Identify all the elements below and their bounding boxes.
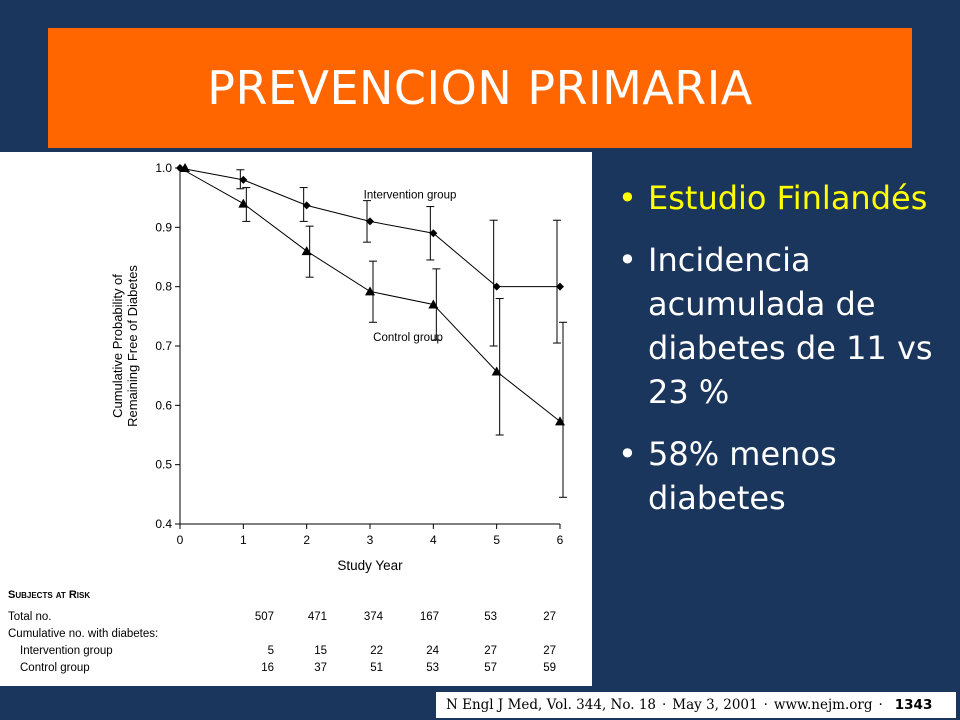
subjects-table-cell: 53 <box>426 662 439 674</box>
control-data-point <box>238 198 249 208</box>
kaplan-meier-figure: 1.0 0.9 0.8 0.7 0.6 0.5 0.4 0 1 2 3 4 5 6 Study Year Cu… <box>0 152 592 686</box>
bullet-item: • 58% menos diabetes <box>612 432 952 520</box>
survival-chart: 1.0 0.9 0.8 0.7 0.6 0.5 0.4 0 1 2 3 4 5 6 Study Year Cu… <box>8 161 567 674</box>
slide-title: PREVENCION PRIMARIA <box>207 61 753 115</box>
intervention-data-point <box>556 282 564 291</box>
control-data-point <box>428 299 439 309</box>
bullet-text: Estudio Finlandés <box>648 179 928 217</box>
bullet-item: • Incidencia acumulada de diabetes de 11 … <box>612 238 952 414</box>
control-data-point <box>365 286 375 296</box>
subjects-table-cell: 167 <box>420 611 439 623</box>
control-series-label: Control group <box>373 332 443 344</box>
subjects-table-cell: 15 <box>314 645 327 657</box>
subjects-table-cell: 507 <box>255 611 274 623</box>
citation-url: www.nejm.org <box>773 697 873 713</box>
bullet-dot-icon: • <box>618 179 637 217</box>
subjects-table-cell: 374 <box>364 611 384 623</box>
citation-journal: N Engl J Med, Vol. 344, No. 18 <box>446 697 656 713</box>
x-tick-label: 6 <box>557 533 564 547</box>
control-data-point <box>491 366 502 376</box>
subjects-table-cell: 16 <box>261 662 274 674</box>
subjects-table-row-label: Cumulative no. with diabetes: <box>8 628 158 640</box>
intervention-data-point <box>492 282 501 291</box>
intervention-data-point <box>239 175 248 184</box>
subjects-table-row-label: Total no. <box>8 611 51 623</box>
x-axis-label: Study Year <box>337 558 403 573</box>
y-tick-label: 0.6 <box>155 398 172 412</box>
bullet-dot-icon: • <box>618 435 637 473</box>
subjects-table-cell: 37 <box>314 662 327 674</box>
subjects-table-cell: 57 <box>484 662 497 674</box>
y-tick-label: 0.4 <box>155 517 172 531</box>
x-tick-label: 2 <box>303 533 310 547</box>
x-tick-label: 4 <box>430 533 437 547</box>
bullet-text: Incidencia acumulada de diabetes de 11 v… <box>648 241 933 411</box>
control-data-point <box>180 163 190 172</box>
x-tick-label: 5 <box>493 533 500 547</box>
subjects-table-row-label: Control group <box>20 662 90 674</box>
citation-footer: N Engl J Med, Vol. 344, No. 18 · May 3, … <box>436 692 956 718</box>
intervention-data-point <box>429 229 438 238</box>
subjects-table-cell: 27 <box>484 645 497 657</box>
subjects-table-cell: 22 <box>370 645 383 657</box>
bullet-item: • Estudio Finlandés <box>612 176 952 220</box>
intervention-data-point <box>302 201 311 210</box>
y-axis-label-line: Remaining Free of Diabetes <box>125 265 140 427</box>
y-tick-label: 0.5 <box>155 458 172 472</box>
y-axis-label: Cumulative Probability ofRemaining Free … <box>110 265 140 427</box>
subjects-table-cell: 53 <box>484 611 497 623</box>
control-data-point <box>301 246 312 256</box>
intervention-series-line <box>179 167 560 288</box>
subjects-table-cell: 27 <box>543 645 556 657</box>
citation-separator: · <box>662 697 667 713</box>
x-tick-label: 1 <box>240 533 247 547</box>
intervention-data-point <box>366 217 374 226</box>
citation-separator: · <box>763 697 768 713</box>
bullet-text: 58% menos diabetes <box>648 435 837 517</box>
subjects-table-cell: 471 <box>308 611 327 623</box>
intervention-series-label: Intervention group <box>364 190 457 202</box>
citation-page: 1343 <box>894 697 933 713</box>
y-axis-label-line: Cumulative Probability of <box>110 274 125 418</box>
title-bar: PREVENCION PRIMARIA <box>48 28 912 148</box>
x-tick-label: 3 <box>367 533 374 547</box>
subjects-table-cell: 51 <box>370 662 383 674</box>
bullet-dot-icon: • <box>618 241 637 279</box>
citation-date: May 3, 2001 <box>672 697 758 713</box>
citation-separator: · <box>878 697 883 713</box>
y-tick-label: 0.9 <box>155 220 172 234</box>
subjects-table-title: Subjects at Risk <box>8 589 90 601</box>
x-tick-label: 0 <box>177 533 184 547</box>
y-tick-label: 0.7 <box>155 339 172 353</box>
y-tick-label: 0.8 <box>155 280 172 294</box>
y-tick-label: 1.0 <box>155 161 172 175</box>
control-data-point <box>555 416 565 426</box>
subjects-table-row-label: Intervention group <box>20 645 113 657</box>
subjects-table-cell: 27 <box>543 611 556 623</box>
subjects-table-cell: 24 <box>426 645 439 657</box>
subjects-table-cell: 59 <box>543 662 556 674</box>
bullet-list: • Estudio Finlandés • Incidencia acumulada … <box>612 176 952 538</box>
subjects-table-cell: 5 <box>268 645 274 657</box>
